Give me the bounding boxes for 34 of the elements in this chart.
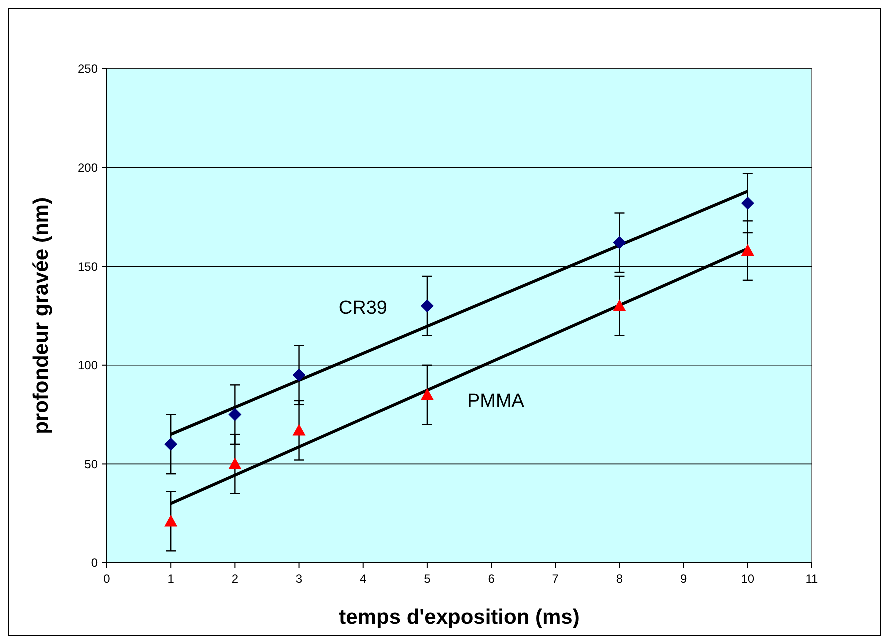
y-tick-label: 150 <box>78 260 98 274</box>
x-tick-label: 5 <box>424 572 432 586</box>
x-tick-label: 3 <box>296 572 303 586</box>
point <box>164 438 178 451</box>
point <box>164 515 178 527</box>
point <box>292 424 306 436</box>
x-tick-label: 2 <box>232 572 239 586</box>
point <box>292 368 306 382</box>
x-tick-label: 1 <box>168 572 175 586</box>
point <box>613 236 626 250</box>
x-axis-title: temps d'exposition (ms) <box>339 606 580 629</box>
x-tick-label: 7 <box>552 572 560 586</box>
y-tick-label: 200 <box>78 161 98 175</box>
y-tick-label: 250 <box>78 62 98 76</box>
y-axis-title: profondeur gravée (nm) <box>30 198 53 434</box>
point <box>741 244 754 256</box>
x-tick-label: 8 <box>616 572 624 586</box>
series-label: CR39 <box>338 298 388 320</box>
point <box>420 388 434 400</box>
x-tick-label: 6 <box>488 572 496 586</box>
series-label: PMMA <box>467 391 525 412</box>
x-tick-label: 9 <box>680 572 688 586</box>
y-tick-label: 100 <box>78 358 98 373</box>
point <box>741 196 754 210</box>
y-tick-label: 0 <box>91 556 98 570</box>
y-tick-label: 50 <box>84 457 98 472</box>
x-tick-label: 4 <box>360 572 368 586</box>
point <box>228 408 242 422</box>
point <box>420 300 434 313</box>
x-tick-label: 0 <box>104 572 111 586</box>
x-tick-label: 11 <box>806 572 819 586</box>
point <box>613 300 626 312</box>
point <box>228 458 242 470</box>
x-tick-label: 10 <box>741 572 755 586</box>
